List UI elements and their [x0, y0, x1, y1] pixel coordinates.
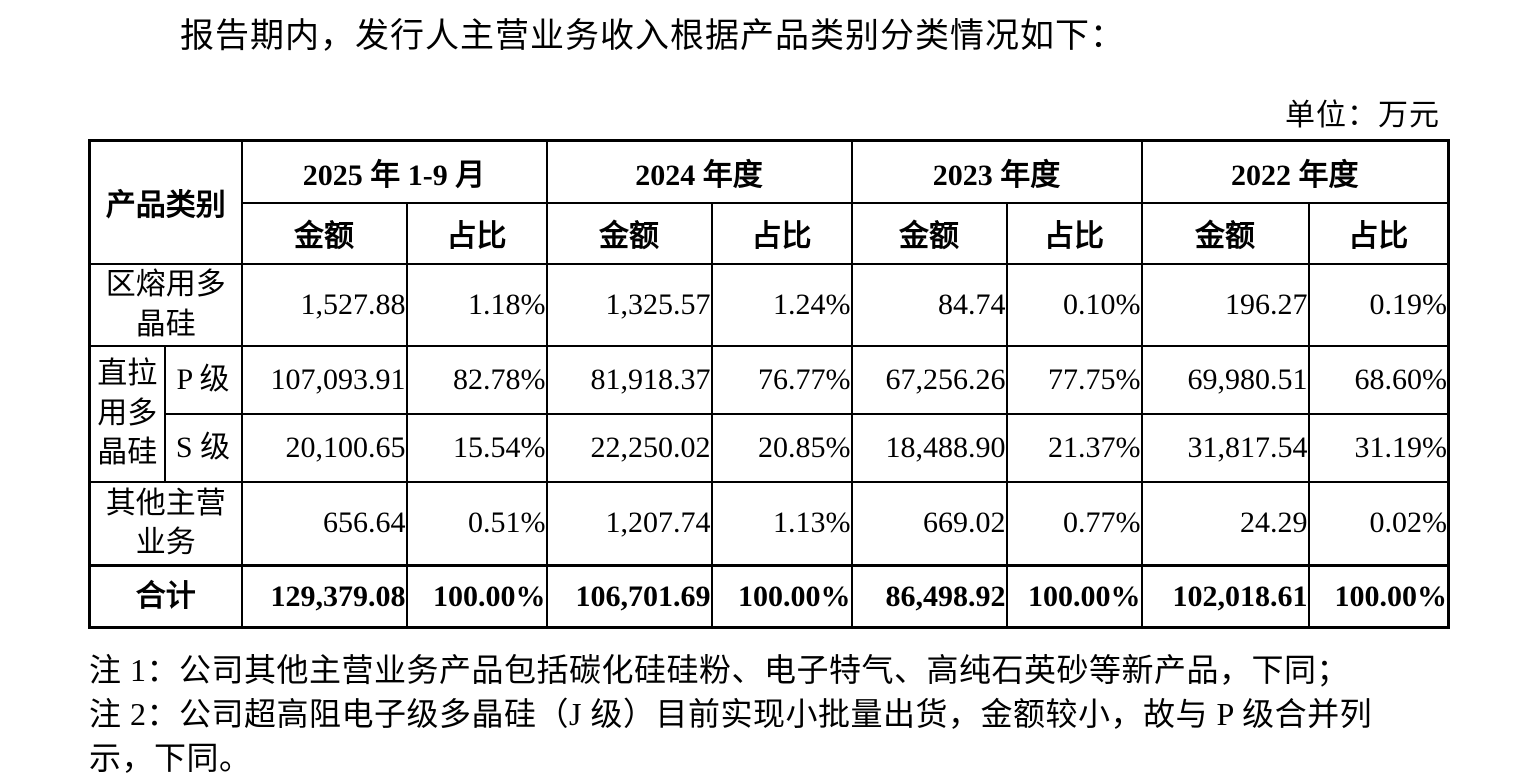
amount-cell: 22,250.02: [545, 412, 713, 483]
product-category-header: 产品类别: [88, 139, 243, 265]
share-cell: 68.60%: [1307, 344, 1450, 415]
table-row-cz-poly-p-grade: 直拉用多晶硅 P 级 107,093.91 82.78% 81,918.37 7…: [88, 344, 1450, 483]
amount-cell: 20,100.65: [240, 412, 408, 483]
share-cell: 1.18%: [405, 262, 548, 347]
share-header: 占比: [405, 201, 548, 265]
amount-header: 金额: [545, 201, 713, 265]
total-label: 合计: [88, 564, 243, 629]
share-cell: 100.00%: [1307, 564, 1450, 629]
amount-cell: 81,918.37: [545, 344, 713, 415]
amount-cell: 69,980.51: [1140, 344, 1310, 415]
share-cell: 100.00%: [710, 564, 853, 629]
table-row-other-main-business: 其他主营业务 656.64 0.51% 1,207.74 1.13% 669.0…: [88, 480, 1450, 567]
amount-cell: 1,207.74: [545, 480, 713, 567]
table-row-periods: 产品类别 2025 年 1-9 月 2024 年度 2023 年度 2022 年…: [88, 139, 1450, 265]
amount-cell: 669.02: [850, 480, 1008, 567]
table-row-subheaders: 金额 占比 金额 占比 金额 占比 金额 占比: [90, 201, 1450, 265]
amount-cell: 31,817.54: [1140, 412, 1310, 483]
page-title: 报告期内，发行人主营业务收入根据产品类别分类情况如下：: [180, 18, 1125, 55]
amount-cell: 106,701.69: [545, 564, 713, 629]
share-cell: 21.37%: [1005, 412, 1143, 483]
row-label: P 级: [163, 344, 243, 415]
share-cell: 76.77%: [710, 344, 853, 415]
amount-header: 金额: [1140, 201, 1310, 265]
note-line: 示，下同。: [89, 740, 252, 776]
amount-cell: 129,379.08: [240, 564, 408, 629]
share-header: 占比: [710, 201, 853, 265]
share-cell: 1.24%: [710, 262, 853, 347]
row-label: 其他主营业务: [88, 480, 243, 567]
table-row-cz-poly-s-grade: S 级 20,100.65 15.54% 22,250.02 20.85% 18…: [90, 412, 1450, 483]
share-header: 占比: [1005, 201, 1143, 265]
share-cell: 0.19%: [1307, 262, 1450, 347]
amount-cell: 196.27: [1140, 262, 1310, 347]
amount-cell: 24.29: [1140, 480, 1310, 567]
table-row-total: 合计 129,379.08 100.00% 106,701.69 100.00%…: [88, 564, 1450, 629]
amount-cell: 102,018.61: [1140, 564, 1310, 629]
share-header: 占比: [1307, 201, 1450, 265]
share-cell: 100.00%: [1005, 564, 1143, 629]
note-line: 注 2：公司超高阻电子级多晶硅（J 级）目前实现小批量出货，金额较小，故与 P …: [89, 696, 1373, 732]
share-cell: 31.19%: [1307, 412, 1450, 483]
amount-cell: 67,256.26: [850, 344, 1008, 415]
period-header-2025: 2025 年 1-9 月: [240, 139, 548, 204]
footnotes: 注 1：公司其他主营业务产品包括碳化硅硅粉、电子特气、高纯石英砂等新产品，下同；…: [89, 648, 1509, 780]
share-cell: 0.77%: [1005, 480, 1143, 567]
share-cell: 1.13%: [710, 480, 853, 567]
row-group-label: 直拉用多晶硅: [88, 344, 166, 483]
share-cell: 0.02%: [1307, 480, 1450, 567]
row-label: S 级: [163, 412, 243, 483]
period-header-2022: 2022 年度: [1140, 139, 1450, 204]
table-row-float-zone-poly: 区熔用多晶硅 1,527.88 1.18% 1,325.57 1.24% 84.…: [88, 262, 1450, 347]
amount-cell: 84.74: [850, 262, 1008, 347]
amount-cell: 1,527.88: [240, 262, 408, 347]
share-cell: 0.10%: [1005, 262, 1143, 347]
amount-cell: 107,093.91: [240, 344, 408, 415]
amount-header: 金额: [240, 201, 408, 265]
amount-header: 金额: [850, 201, 1008, 265]
note-line: 注 1：公司其他主营业务产品包括碳化硅硅粉、电子特气、高纯石英砂等新产品，下同；: [89, 652, 1350, 688]
row-label: 区熔用多晶硅: [88, 262, 243, 347]
amount-cell: 18,488.90: [850, 412, 1008, 483]
share-cell: 100.00%: [405, 564, 548, 629]
period-header-2024: 2024 年度: [545, 139, 853, 204]
amount-cell: 1,325.57: [545, 262, 713, 347]
amount-cell: 656.64: [240, 480, 408, 567]
share-cell: 20.85%: [710, 412, 853, 483]
share-cell: 15.54%: [405, 412, 548, 483]
revenue-by-product-table: 产品类别 2025 年 1-9 月 2024 年度 2023 年度 2022 年…: [88, 139, 1450, 629]
share-cell: 0.51%: [405, 480, 548, 567]
share-cell: 82.78%: [405, 344, 548, 415]
period-header-2023: 2023 年度: [850, 139, 1143, 204]
share-cell: 77.75%: [1005, 344, 1143, 415]
unit-label: 单位：万元: [1285, 99, 1440, 132]
amount-cell: 86,498.92: [850, 564, 1008, 629]
